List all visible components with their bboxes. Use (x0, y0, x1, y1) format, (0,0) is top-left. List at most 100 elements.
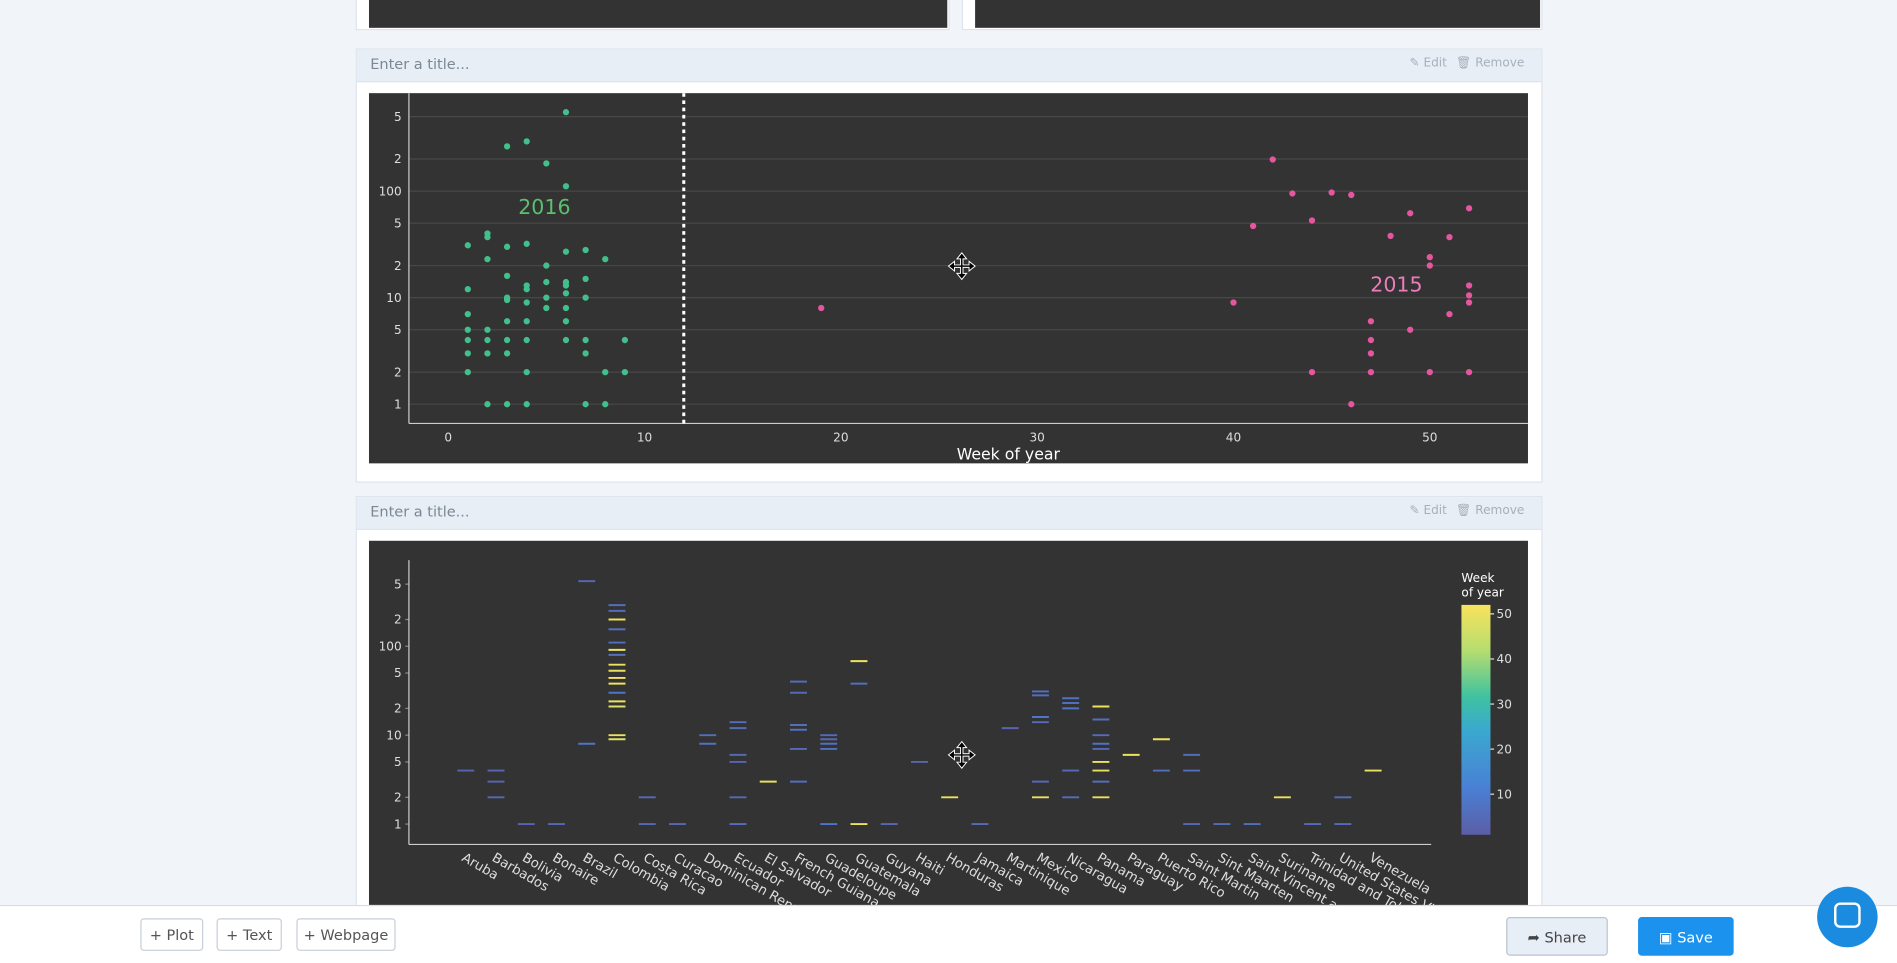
edit-button[interactable]: ✎ Edit (1409, 56, 1447, 71)
colorbar-title: Week (1461, 571, 1494, 585)
edit-label: Edit (1423, 504, 1447, 518)
point (1308, 217, 1316, 224)
share-button[interactable]: ➦ Share (1506, 917, 1608, 956)
point (1446, 233, 1453, 241)
colorbar (1461, 604, 1491, 835)
y-tick-label: 2 (394, 613, 402, 627)
point (1446, 311, 1453, 318)
add-plot-button[interactable]: + Plot (140, 918, 204, 951)
point (621, 336, 629, 344)
x-tick-label: 10 (637, 431, 652, 445)
point (484, 326, 491, 333)
point (562, 290, 570, 297)
point (602, 401, 609, 408)
colorbar-tick-label: 30 (1497, 697, 1512, 711)
y-tick-label: 1 (394, 397, 402, 411)
point (1387, 232, 1394, 240)
point (543, 278, 550, 286)
point (523, 401, 530, 408)
point (582, 275, 589, 283)
move-cursor (947, 252, 976, 281)
colorbar-tick-label: 10 (1497, 787, 1512, 801)
chat-launcher[interactable] (1815, 884, 1880, 949)
y-tick-label: 2 (394, 365, 402, 379)
point (562, 304, 570, 312)
point (484, 336, 491, 344)
chart[interactable]: 125102510025ArubaBarbadosBoliviaBonaireB… (368, 540, 1528, 953)
y-tick-label: 2 (394, 702, 402, 716)
edit-label: Edit (1423, 56, 1447, 71)
point (1465, 368, 1473, 376)
x-tick-label: 40 (1226, 431, 1241, 445)
point (464, 326, 471, 333)
point (543, 262, 550, 269)
point (523, 286, 530, 293)
point (1465, 299, 1473, 306)
bottom-toolbar: + Plot + Text + Webpage ➦ Share ▣ Save (0, 904, 1897, 963)
point (1269, 156, 1276, 163)
y-tick-label: 1 (394, 817, 402, 831)
y-tick-label: 5 (394, 755, 402, 769)
point (543, 160, 550, 167)
point (621, 368, 629, 376)
point (582, 294, 589, 301)
panel: Enter a title... ✎ Edit 🗑 Remove 1 2 5 10 2 5… (355, 496, 1543, 963)
colorbar-tick-label: 20 (1497, 742, 1512, 756)
point (523, 138, 530, 145)
point (562, 318, 570, 325)
point (1407, 210, 1414, 217)
point (464, 311, 471, 318)
remove-button[interactable]: 🗑 Remove (1456, 504, 1525, 518)
point (523, 318, 530, 325)
point (503, 318, 511, 325)
y-tick-label: 5 (394, 666, 402, 680)
point (543, 294, 550, 301)
y-tick-label: 5 (394, 110, 402, 124)
remove-label: Remove (1475, 504, 1525, 518)
point (523, 368, 530, 376)
point (464, 368, 471, 376)
point (1230, 299, 1237, 306)
add-text-button[interactable]: + Text (216, 918, 282, 951)
add-webpage-button[interactable]: + Webpage (296, 918, 396, 951)
x-tick-label: 20 (833, 431, 848, 445)
move-cursor (947, 740, 976, 769)
point (602, 368, 609, 376)
y-tick-label: 2 (394, 259, 402, 273)
title-input[interactable]: Enter a title... (370, 503, 470, 521)
point (464, 242, 471, 249)
point (602, 255, 609, 263)
point (464, 350, 471, 357)
y-tick-label: 2 (394, 152, 402, 166)
point (523, 240, 530, 247)
point (523, 336, 530, 344)
x-tick-label: 0 (444, 431, 452, 445)
point (562, 282, 570, 289)
x-tick-label: 50 (1422, 431, 1437, 445)
chart-area (975, 0, 1541, 28)
point (1348, 401, 1355, 408)
point (1426, 253, 1433, 261)
point (484, 255, 491, 263)
y-tick-label: 5 (394, 577, 402, 591)
panel-header: Enter a title... ✎ Edit 🗑 Remove (356, 497, 1542, 530)
annotation: 2016 (518, 195, 570, 219)
title-input[interactable]: Enter a title... (370, 55, 470, 73)
point (543, 304, 550, 312)
remove-button[interactable]: 🗑 Remove (1456, 56, 1525, 71)
annotation: 2015 (1370, 273, 1422, 297)
y-tick-label: 5 (394, 216, 402, 230)
save-button[interactable]: ▣ Save (1638, 917, 1734, 956)
point (1367, 318, 1375, 325)
y-tick-label: 10 (386, 728, 401, 742)
point (1426, 262, 1433, 269)
y-tick-label: 10 (386, 291, 401, 305)
point (464, 336, 471, 344)
x-axis-title: Week of year (957, 445, 1061, 464)
panel-header: Enter a title... ✎ Edit 🗑 Remove (356, 49, 1542, 83)
chat-icon (1834, 902, 1861, 928)
edit-button[interactable]: ✎ Edit (1409, 504, 1447, 518)
